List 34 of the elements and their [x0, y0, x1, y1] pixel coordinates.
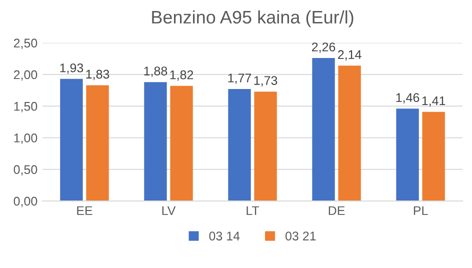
bar	[422, 112, 445, 201]
data-label: 1,73	[254, 76, 278, 86]
bar	[312, 58, 335, 201]
data-label: 2,26	[312, 42, 336, 53]
bar	[338, 66, 361, 201]
x-tick-label: EE	[77, 206, 92, 215]
data-label: 1,93	[60, 63, 84, 74]
y-tick-label: 2,00	[14, 70, 38, 81]
y-tick-label: 1,00	[14, 134, 38, 144]
data-label: 1,41	[422, 96, 446, 107]
bar	[170, 86, 193, 201]
x-tick-label: LV	[162, 206, 176, 215]
data-label: 1,46	[396, 93, 420, 104]
bar	[86, 85, 109, 201]
x-tick-label: DE	[328, 206, 345, 215]
x-tick-label: LT	[246, 206, 260, 215]
chart-title: Benzino A95 kaina (Eur/l)	[152, 10, 354, 28]
x-tick-label: PL	[414, 206, 428, 215]
y-tick-label: 2,50	[14, 38, 38, 50]
legend-label: 03 14	[209, 232, 240, 240]
data-label: 1,77	[228, 74, 252, 84]
bar	[254, 92, 277, 201]
data-label: 1,88	[144, 66, 168, 77]
bar	[396, 108, 419, 201]
data-label: 2,14	[338, 50, 362, 60]
bar	[144, 82, 167, 201]
y-tick-label: 1,50	[14, 102, 38, 112]
data-label: 1,83	[86, 70, 110, 80]
legend-label: 03 21	[286, 232, 316, 240]
bar	[60, 78, 83, 201]
y-tick-label: 0,00	[14, 196, 38, 208]
data-label: 1,82	[170, 70, 194, 81]
y-tick-label: 0,50	[14, 165, 38, 176]
bar	[228, 89, 251, 201]
